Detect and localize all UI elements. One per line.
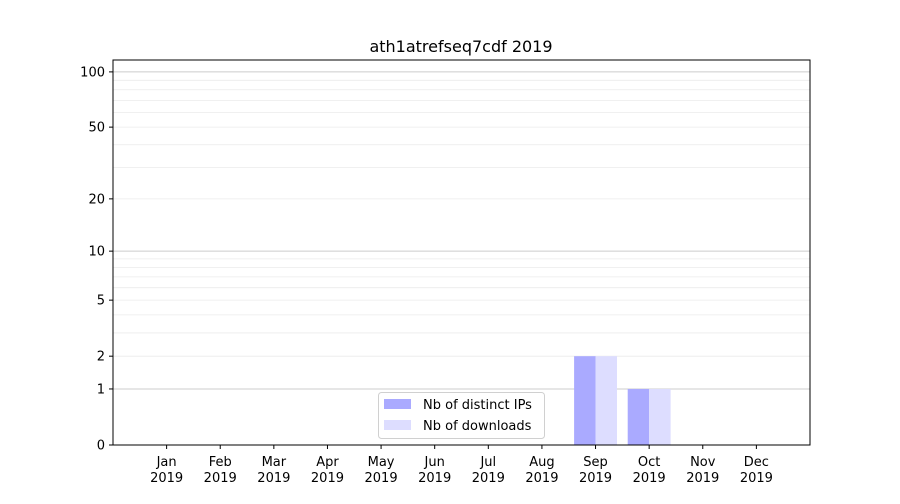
y-axis: 0 1 2 5 10 20 50 100 [80,65,113,454]
x-tick-label: 2019 [525,471,558,486]
x-tick-label: 2019 [365,471,398,486]
y-tick-label: 20 [88,192,105,207]
x-tick-label: 2019 [740,471,773,486]
bar [595,356,617,445]
bar [627,388,650,445]
x-tick-label: 2019 [686,471,719,486]
y-tick-label: 100 [80,65,105,80]
axes-frame [112,59,811,446]
y-tick-label: 2 [97,350,105,365]
x-tick-label: Feb [209,455,232,470]
legend-label: Nb of distinct IPs [423,398,532,413]
x-tick-label: 2019 [150,471,183,486]
grid [113,71,810,390]
bar [574,356,596,445]
x-tick-label: 2019 [633,471,666,486]
legend-swatch [384,399,411,409]
bars [574,356,671,445]
y-tick-label: 10 [88,245,105,260]
x-tick-label: 2019 [204,471,237,486]
legend: Nb of distinct IPs Nb of downloads [378,392,545,439]
x-axis: Jan2019Feb2019Mar2019Apr2019May2019Jun20… [150,445,773,486]
legend-box [378,392,545,439]
x-tick-label: 2019 [579,471,612,486]
y-tick-label: 1 [97,382,105,397]
x-tick-label: 2019 [311,471,344,486]
chart-title: ath1atrefseq7cdf 2019 [369,37,552,56]
bar [649,388,671,445]
x-tick-label: 2019 [418,471,451,486]
y-tick-label: 50 [88,121,105,136]
x-tick-label: Dec [744,455,769,470]
x-tick-label: Mar [262,455,287,470]
x-tick-label: Jan [156,455,177,470]
x-tick-label: Sep [583,455,608,470]
x-tick-label: May [368,455,395,470]
x-tick-label: Oct [638,455,660,470]
x-tick-label: Aug [529,455,554,470]
legend-label: Nb of downloads [423,419,532,434]
x-tick-label: Jun [424,455,445,470]
y-tick-label: 0 [97,439,105,454]
y-tick-label: 5 [97,294,105,309]
x-tick-label: 2019 [257,471,290,486]
x-tick-label: Nov [690,455,716,470]
x-tick-label: Apr [316,455,339,470]
x-tick-label: Jul [479,455,496,470]
x-tick-label: 2019 [472,471,505,486]
legend-swatch [384,420,411,430]
